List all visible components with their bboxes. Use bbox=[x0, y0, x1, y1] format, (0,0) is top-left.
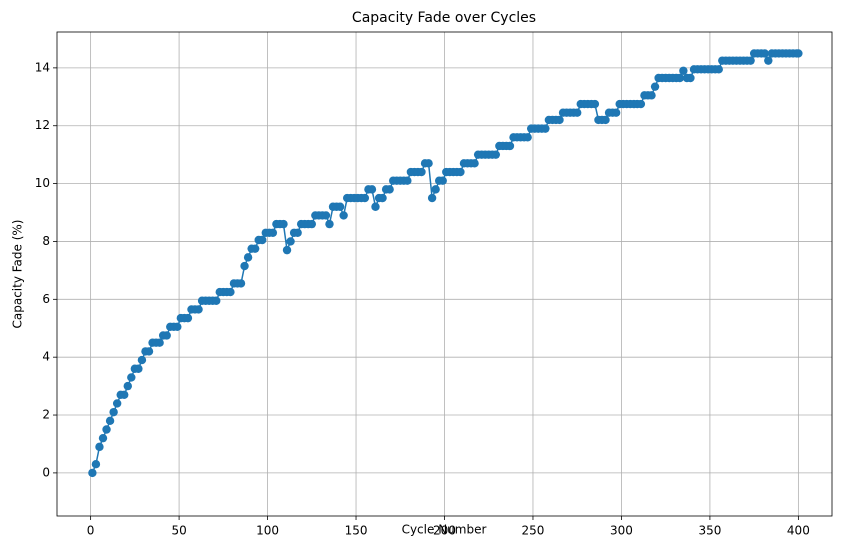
data-point bbox=[95, 442, 104, 452]
y-axis-label: Capacity Fade (%) bbox=[11, 220, 25, 329]
data-point bbox=[325, 219, 334, 229]
x-tick-label: 50 bbox=[171, 524, 186, 538]
y-tick-label: 6 bbox=[42, 292, 50, 306]
data-point bbox=[258, 235, 267, 245]
x-tick-label: 350 bbox=[698, 524, 721, 538]
y-tick-label: 2 bbox=[42, 408, 50, 422]
data-point bbox=[760, 49, 769, 58]
data-point bbox=[601, 115, 610, 125]
data-point bbox=[102, 425, 111, 434]
y-tick-label: 4 bbox=[42, 350, 50, 364]
x-tick-label: 400 bbox=[787, 524, 810, 538]
x-tick-label: 200 bbox=[433, 524, 456, 538]
data-point bbox=[293, 228, 302, 237]
data-point bbox=[109, 407, 118, 417]
data-point bbox=[226, 287, 235, 297]
data-point bbox=[427, 193, 437, 203]
data-point bbox=[105, 416, 115, 426]
data-point bbox=[240, 261, 249, 271]
y-tick-label: 10 bbox=[35, 176, 50, 190]
data-point bbox=[456, 167, 465, 177]
data-point bbox=[764, 56, 773, 65]
data-point bbox=[127, 373, 136, 382]
data-point bbox=[286, 237, 295, 246]
data-point bbox=[647, 91, 656, 100]
data-point bbox=[650, 82, 660, 91]
data-point bbox=[573, 108, 582, 117]
data-point bbox=[321, 211, 331, 220]
x-axis-label: Cycle Number bbox=[402, 523, 487, 537]
data-point bbox=[194, 305, 203, 314]
data-point bbox=[212, 296, 221, 305]
data-point bbox=[183, 313, 193, 323]
data-point bbox=[88, 468, 97, 478]
x-tick-label: 100 bbox=[256, 524, 279, 538]
data-point bbox=[794, 49, 803, 58]
data-point bbox=[155, 338, 164, 347]
data-point bbox=[746, 56, 755, 65]
data-point bbox=[555, 115, 564, 125]
data-point bbox=[268, 228, 278, 237]
y-tick-label: 0 bbox=[42, 465, 50, 479]
chart-title: Capacity Fade over Cycles bbox=[352, 10, 536, 26]
data-point bbox=[385, 185, 394, 194]
data-point bbox=[470, 159, 479, 168]
data-point bbox=[360, 193, 370, 203]
data-point bbox=[144, 347, 154, 356]
data-point bbox=[491, 150, 501, 159]
data-point bbox=[250, 244, 260, 253]
data-point bbox=[137, 355, 147, 365]
plot-frame bbox=[56, 31, 833, 517]
data-point bbox=[123, 381, 132, 391]
y-tick-label: 12 bbox=[35, 118, 50, 132]
data-point bbox=[541, 124, 550, 133]
data-point bbox=[339, 211, 348, 220]
data-point bbox=[636, 99, 646, 109]
data-point bbox=[91, 460, 101, 469]
data-point bbox=[438, 176, 447, 185]
y-tick-label: 8 bbox=[42, 234, 50, 248]
x-tick-label: 300 bbox=[610, 524, 633, 538]
x-tick-label: 250 bbox=[522, 524, 545, 538]
data-point bbox=[611, 108, 621, 117]
x-tick-label: 0 bbox=[87, 524, 95, 538]
data-point bbox=[112, 399, 122, 408]
data-point bbox=[590, 99, 600, 109]
data-point bbox=[431, 185, 440, 194]
data-point bbox=[424, 159, 433, 168]
data-point bbox=[686, 73, 695, 83]
data-point bbox=[335, 202, 345, 211]
data-point bbox=[714, 65, 723, 74]
data-point bbox=[307, 219, 316, 229]
data-point bbox=[279, 219, 288, 229]
x-tick-label: 150 bbox=[345, 524, 368, 538]
series-line bbox=[91, 52, 799, 474]
data-point bbox=[403, 176, 412, 185]
data-point bbox=[505, 141, 515, 151]
data-point bbox=[236, 279, 246, 288]
data-point bbox=[675, 73, 685, 83]
data-point bbox=[417, 167, 426, 177]
data-point bbox=[243, 253, 253, 262]
data-point bbox=[523, 133, 532, 142]
data-point bbox=[367, 185, 377, 194]
data-point bbox=[134, 364, 143, 373]
data-point bbox=[173, 322, 182, 331]
data-point bbox=[98, 433, 108, 443]
data-point bbox=[282, 245, 292, 255]
data-point bbox=[162, 331, 171, 340]
data-point bbox=[371, 202, 380, 211]
y-tick-label: 14 bbox=[35, 60, 50, 74]
data-point bbox=[120, 390, 129, 399]
data-point bbox=[378, 193, 387, 203]
data-point bbox=[679, 66, 688, 75]
